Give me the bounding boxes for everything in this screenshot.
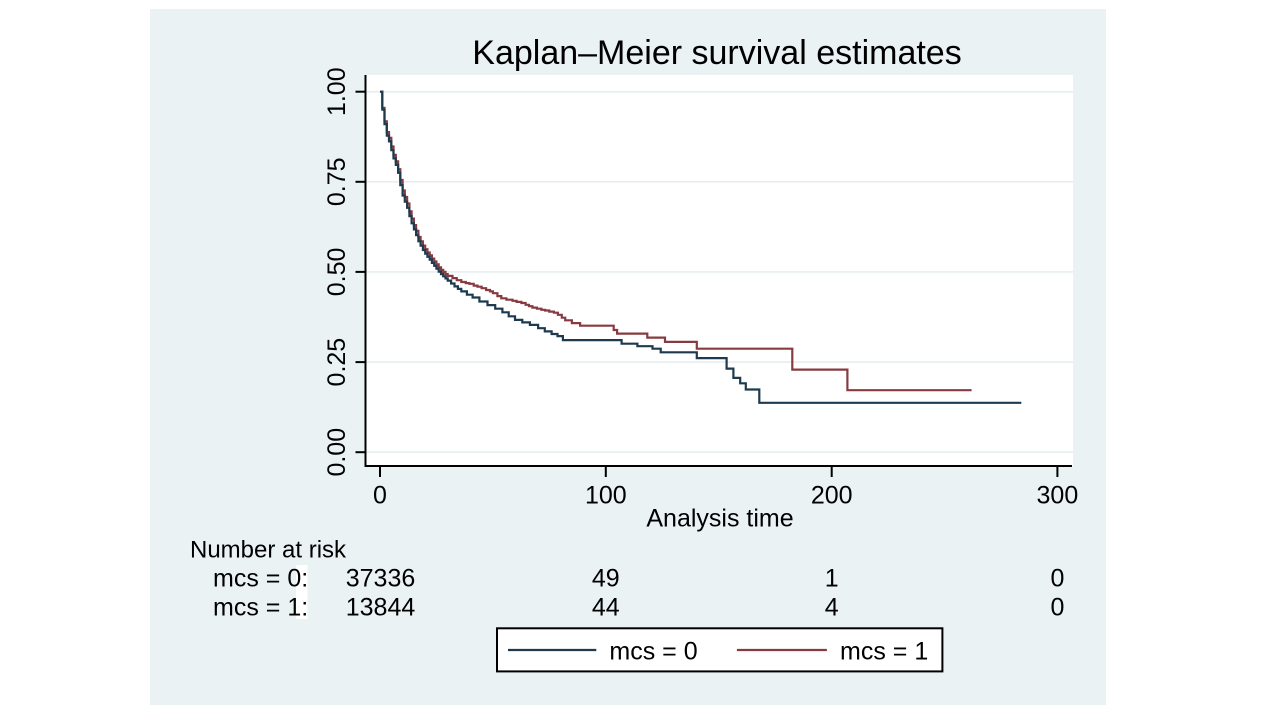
svg-text:Number at risk: Number at risk — [190, 536, 347, 563]
svg-text:44: 44 — [592, 594, 620, 622]
svg-text:49: 49 — [592, 565, 620, 593]
svg-text:Kaplan–Meier survival estimate: Kaplan–Meier survival estimates — [472, 34, 961, 72]
svg-text:1.00: 1.00 — [323, 67, 351, 116]
svg-text:0.00: 0.00 — [323, 428, 351, 477]
svg-text:0.75: 0.75 — [323, 157, 351, 206]
svg-text:mcs = 0: mcs = 0 — [609, 637, 697, 665]
svg-text:Analysis time: Analysis time — [646, 504, 793, 532]
svg-text:300: 300 — [1037, 482, 1079, 510]
svg-text:1: 1 — [825, 565, 839, 593]
svg-text:4: 4 — [825, 594, 839, 622]
svg-text:mcs = 1:: mcs = 1: — [213, 594, 308, 622]
svg-text:mcs = 1: mcs = 1 — [840, 637, 928, 665]
svg-text:37336: 37336 — [346, 565, 416, 593]
svg-text:0.25: 0.25 — [323, 338, 351, 387]
svg-text:0: 0 — [1050, 594, 1064, 622]
svg-text:200: 200 — [811, 482, 853, 510]
svg-text:0: 0 — [373, 482, 387, 510]
svg-text:100: 100 — [585, 482, 627, 510]
svg-text:mcs = 0:: mcs = 0: — [213, 565, 308, 593]
svg-text:13844: 13844 — [346, 594, 416, 622]
svg-text:0: 0 — [1050, 565, 1064, 593]
svg-text:0.50: 0.50 — [323, 248, 351, 297]
